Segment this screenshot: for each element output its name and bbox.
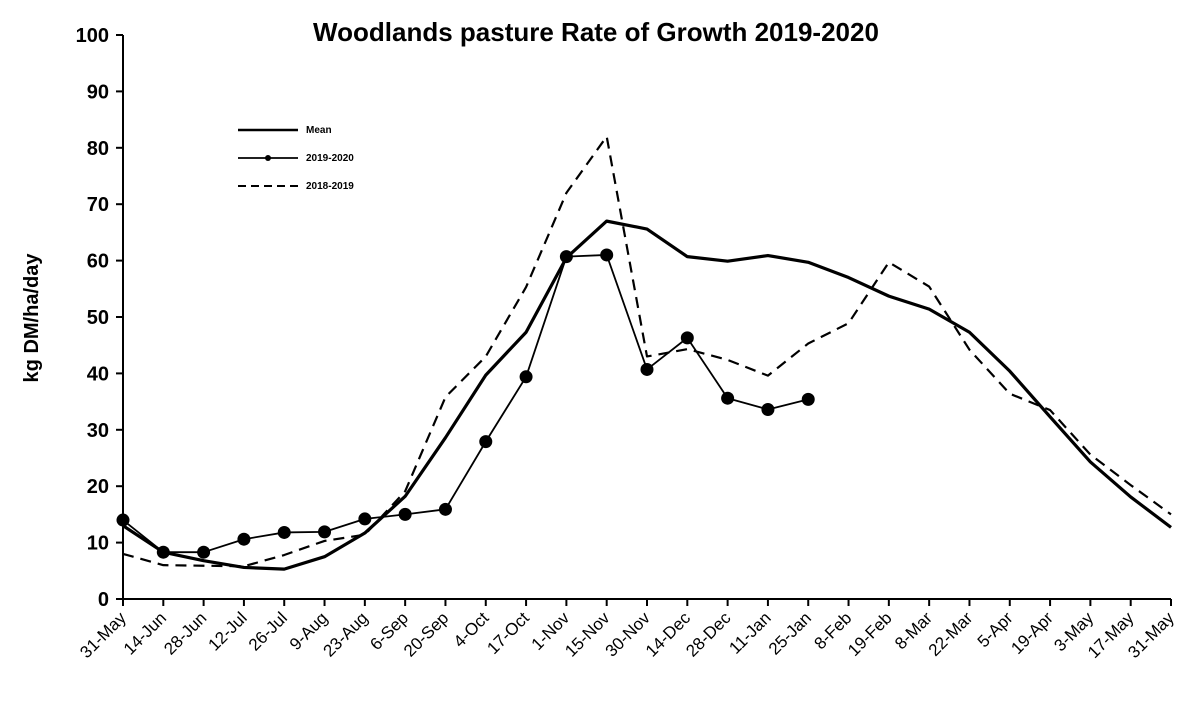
x-tick-label: 28-Jun xyxy=(160,608,210,658)
y-tick-label: 70 xyxy=(87,194,109,216)
data-point-2019-2020 xyxy=(358,512,372,526)
x-tick-label: 19-Feb xyxy=(844,608,896,660)
x-tick-label: 11-Jan xyxy=(725,608,774,657)
chart-title: Woodlands pasture Rate of Growth 2019-20… xyxy=(313,17,879,47)
data-point-2019-2020 xyxy=(237,532,251,546)
x-tick-label: 22-Mar xyxy=(925,608,977,660)
series-lines xyxy=(116,135,1172,571)
x-tick-label: 20-Sep xyxy=(400,608,452,660)
y-tick-label: 80 xyxy=(87,138,109,160)
x-tick-label: 31-May xyxy=(1124,608,1178,662)
y-tick-label: 90 xyxy=(87,81,109,103)
data-point-2019-2020 xyxy=(801,392,815,406)
legend: Mean 2019-2020 2018-2019 xyxy=(238,125,354,192)
y-tick-label: 60 xyxy=(87,251,109,273)
series-line-2018-2019 xyxy=(122,135,1172,568)
legend-label-2018-2019: 2018-2019 xyxy=(306,181,354,192)
data-point-2019-2020 xyxy=(680,331,694,345)
data-point-2019-2020 xyxy=(318,525,332,539)
y-tick-label: 20 xyxy=(87,476,109,498)
y-axis-ticks: 0 10 20 30 40 50 60 70 80 90 100 xyxy=(76,25,123,611)
data-point-2019-2020 xyxy=(156,545,170,559)
legend-marker-2019-2020 xyxy=(265,155,271,161)
y-tick-label: 30 xyxy=(87,420,109,442)
axes xyxy=(122,35,1171,600)
data-point-2019-2020 xyxy=(559,250,573,264)
data-point-2019-2020 xyxy=(197,545,211,559)
data-point-2019-2020 xyxy=(277,525,291,539)
data-point-2019-2020 xyxy=(398,507,412,521)
data-point-2019-2020 xyxy=(761,402,775,416)
y-tick-label: 10 xyxy=(87,533,109,555)
y-tick-label: 100 xyxy=(76,25,109,47)
y-tick-label: 0 xyxy=(98,589,109,611)
x-tick-label: 31-May xyxy=(76,608,130,662)
series-line-2019-2020 xyxy=(122,254,809,554)
x-tick-label: 17-Oct xyxy=(483,608,533,658)
x-tick-label: 26-Jul xyxy=(245,608,291,654)
x-tick-label: 19-Apr xyxy=(1007,608,1057,658)
x-tick-label: 28-Dec xyxy=(682,608,735,661)
x-tick-label: 14-Jun xyxy=(120,608,170,658)
series-line-mean xyxy=(122,219,1172,571)
x-tick-label: 25-Jan xyxy=(765,608,815,658)
data-point-2019-2020 xyxy=(519,370,533,384)
data-point-2019-2020 xyxy=(116,513,130,527)
x-axis-ticks: 31-May14-Jun28-Jun12-Jul26-Jul9-Aug23-Au… xyxy=(76,599,1178,662)
x-tick-label: 23-Aug xyxy=(319,608,371,660)
y-tick-label: 40 xyxy=(87,363,109,385)
y-tick-label: 50 xyxy=(87,307,109,329)
y-axis-label: kg DM/ha/day xyxy=(21,253,43,383)
data-point-2019-2020 xyxy=(600,248,614,262)
data-point-2019-2020 xyxy=(438,502,452,516)
x-tick-label: 12-Jul xyxy=(205,608,251,654)
legend-label-2019-2020: 2019-2020 xyxy=(306,153,354,164)
data-point-2019-2020 xyxy=(479,435,493,449)
legend-label-mean: Mean xyxy=(306,125,332,136)
data-point-2019-2020 xyxy=(640,362,654,376)
data-point-2019-2020 xyxy=(721,391,735,405)
